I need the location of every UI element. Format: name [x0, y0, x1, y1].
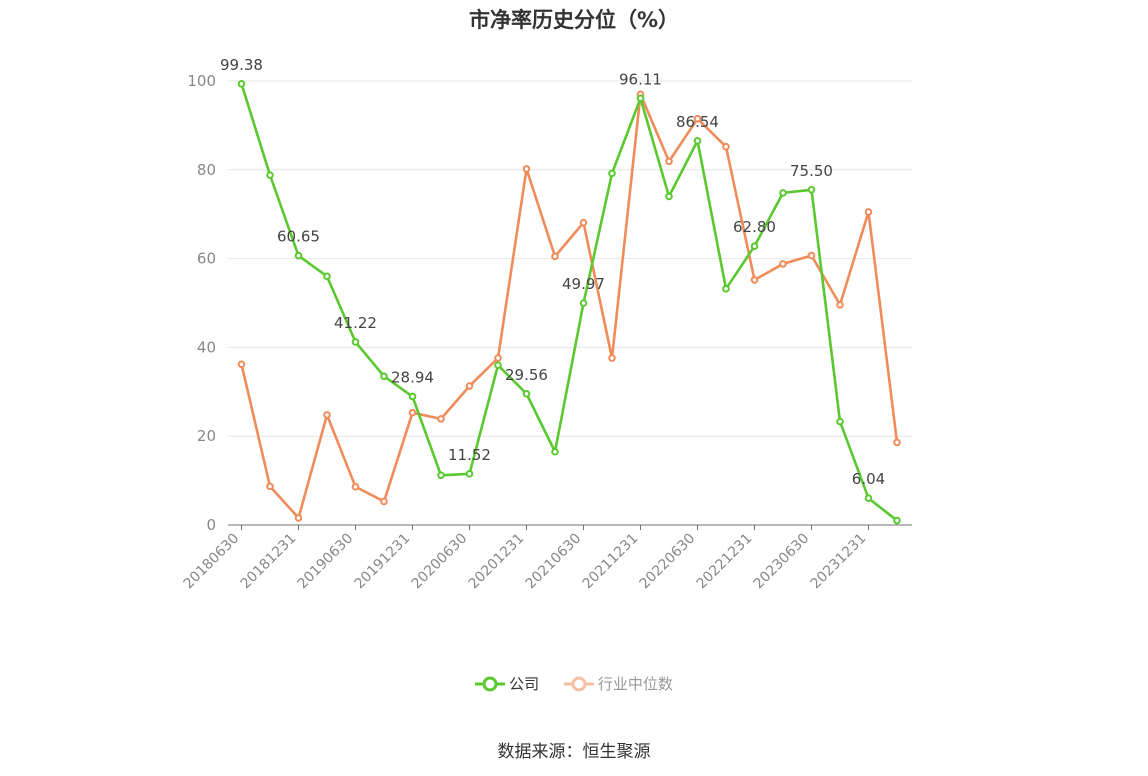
data-point — [665, 192, 673, 201]
x-tick-label: 20190630 — [295, 531, 357, 593]
data-point — [836, 300, 844, 309]
x-tick-label: 20200630 — [409, 531, 471, 593]
data-point — [266, 171, 274, 179]
axes: 0 20 40 60 80 100 2018063020181231201906302019… — [181, 72, 912, 592]
legend-line-icon — [475, 676, 506, 691]
y-tick-label: 0 — [206, 516, 216, 534]
data-label: 11.52 — [448, 446, 491, 464]
data-label: 60.65 — [277, 228, 320, 246]
legend-item-company[interactable]: 公司 — [475, 673, 539, 694]
y-tick-label: 60 — [197, 250, 216, 268]
data-point — [693, 114, 702, 123]
x-tick-label: 20211231 — [580, 531, 642, 593]
y-tick-label: 80 — [197, 161, 216, 179]
data-point — [807, 251, 816, 260]
data-point — [779, 189, 787, 197]
x-tick-label: 20191231 — [352, 531, 414, 593]
series-line-company — [240, 83, 898, 522]
data-point — [608, 169, 616, 178]
data-point — [323, 272, 331, 281]
data-point — [408, 408, 417, 417]
data-point — [323, 411, 331, 419]
series-line-industry-median — [240, 93, 899, 520]
legend-item-industry-median[interactable]: 行业中位数 — [563, 673, 673, 694]
y-tick-label: 40 — [197, 338, 216, 356]
data-point — [864, 494, 873, 502]
data-point — [437, 471, 445, 480]
data-point — [408, 392, 417, 401]
data-point — [807, 185, 816, 194]
data-point — [351, 483, 360, 491]
data-point — [722, 142, 730, 151]
x-tick-label: 20210630 — [523, 531, 585, 593]
data-label: 6.04 — [852, 470, 885, 488]
x-tick-label: 20220630 — [637, 531, 699, 593]
x-tick-label: 20230630 — [751, 531, 813, 593]
data-point — [494, 354, 502, 362]
x-tick-label: 20201231 — [466, 531, 528, 593]
data-point — [836, 417, 844, 426]
data-point — [237, 79, 246, 88]
data-point — [864, 208, 873, 216]
data-point — [351, 338, 360, 346]
data-point — [437, 415, 445, 423]
data-point — [750, 276, 759, 284]
data-point — [579, 299, 588, 307]
data-point — [893, 438, 901, 447]
data-point — [465, 382, 474, 390]
data-label: 49.97 — [562, 275, 605, 293]
data-point — [380, 497, 388, 506]
data-source: 数据来源：恒生聚源 — [497, 742, 651, 762]
x-tick-label: 20231231 — [808, 531, 870, 593]
data-label: 75.50 — [790, 162, 833, 180]
data-point — [494, 361, 502, 369]
data-point — [636, 94, 645, 103]
x-tick-label: 20221231 — [694, 531, 756, 593]
data-label: 29.56 — [505, 366, 548, 384]
legend-label-company: 公司 — [509, 675, 540, 693]
series-lines — [237, 79, 901, 525]
data-point — [380, 372, 388, 381]
data-point — [750, 242, 759, 250]
data-point — [893, 516, 901, 525]
y-tick-label: 100 — [187, 72, 216, 90]
data-label: 62.80 — [733, 218, 776, 236]
data-label: 28.94 — [391, 369, 434, 387]
data-label: 99.38 — [220, 56, 263, 74]
legend-label-industry-median: 行业中位数 — [597, 675, 673, 693]
data-point — [522, 165, 531, 173]
chart-title: 市净率历史分位（%） — [468, 8, 680, 32]
data-point — [551, 447, 559, 456]
data-labels: 99.38 60.65 41.22 28.94 11.52 29.56 49.97 96.11… — [220, 56, 885, 488]
data-point — [608, 354, 616, 362]
data-point — [294, 251, 303, 260]
data-label: 86.54 — [676, 113, 719, 131]
data-label: 41.22 — [334, 314, 377, 332]
data-point — [665, 157, 673, 166]
x-tick-label: 20181231 — [238, 531, 300, 593]
data-point — [465, 470, 474, 478]
data-point — [693, 136, 702, 145]
y-tick-label: 20 — [197, 427, 216, 445]
data-point — [779, 260, 787, 268]
legend-line-icon — [563, 676, 594, 691]
x-tick-label: 20180630 — [181, 531, 243, 593]
data-point — [237, 360, 246, 369]
data-point — [551, 252, 559, 261]
legend: 公司 行业中位数 — [0, 673, 1148, 694]
data-label: 96.11 — [619, 70, 662, 88]
data-point — [294, 514, 303, 522]
data-point — [722, 284, 730, 293]
data-point — [579, 218, 588, 227]
data-point — [522, 389, 531, 398]
data-point — [266, 482, 274, 491]
